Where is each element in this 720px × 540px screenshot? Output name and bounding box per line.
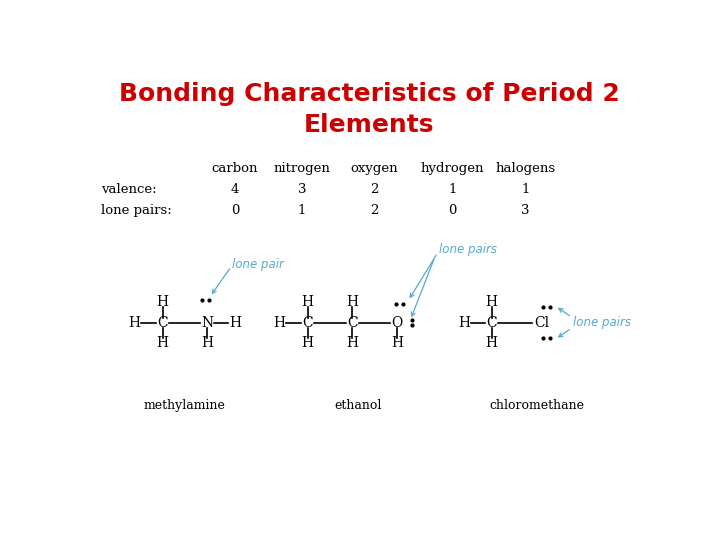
Text: lone pairs: lone pairs: [572, 316, 631, 329]
Text: H: H: [201, 336, 213, 350]
Text: methylamine: methylamine: [144, 399, 226, 412]
Text: H: H: [346, 336, 359, 350]
Text: 0: 0: [231, 204, 239, 217]
Text: H: H: [486, 295, 498, 309]
Text: chloromethane: chloromethane: [489, 399, 584, 412]
Text: 1: 1: [449, 183, 457, 196]
Text: 2: 2: [370, 204, 379, 217]
Text: N: N: [201, 315, 213, 329]
Text: O: O: [391, 315, 402, 329]
Text: H: H: [302, 295, 314, 309]
Text: lone pairs:: lone pairs:: [101, 204, 172, 217]
Text: 3: 3: [521, 204, 529, 217]
Text: nitrogen: nitrogen: [274, 162, 330, 176]
Text: 3: 3: [298, 183, 306, 196]
Text: lone pairs: lone pairs: [438, 244, 497, 256]
Text: valence:: valence:: [101, 183, 157, 196]
Text: 1: 1: [298, 204, 306, 217]
Text: C: C: [302, 315, 313, 329]
Text: Bonding Characteristics of Period 2: Bonding Characteristics of Period 2: [119, 82, 619, 106]
Text: H: H: [156, 295, 168, 309]
Text: carbon: carbon: [212, 162, 258, 176]
Text: ethanol: ethanol: [334, 399, 382, 412]
Text: H: H: [129, 315, 140, 329]
Text: Cl: Cl: [534, 315, 549, 329]
Text: Elements: Elements: [304, 113, 434, 137]
Text: oxygen: oxygen: [351, 162, 398, 176]
Text: H: H: [458, 315, 470, 329]
Text: H: H: [229, 315, 241, 329]
Text: H: H: [156, 336, 168, 350]
Text: 2: 2: [370, 183, 379, 196]
Text: H: H: [302, 336, 314, 350]
Text: lone pair: lone pair: [233, 258, 284, 271]
Text: 0: 0: [449, 204, 457, 217]
Text: 1: 1: [521, 183, 529, 196]
Text: C: C: [157, 315, 168, 329]
Text: H: H: [391, 336, 403, 350]
Text: H: H: [346, 295, 359, 309]
Text: halogens: halogens: [495, 162, 555, 176]
Text: H: H: [274, 315, 286, 329]
Text: hydrogen: hydrogen: [421, 162, 485, 176]
Text: 4: 4: [231, 183, 239, 196]
Text: H: H: [486, 336, 498, 350]
Text: C: C: [487, 315, 497, 329]
Text: C: C: [347, 315, 358, 329]
